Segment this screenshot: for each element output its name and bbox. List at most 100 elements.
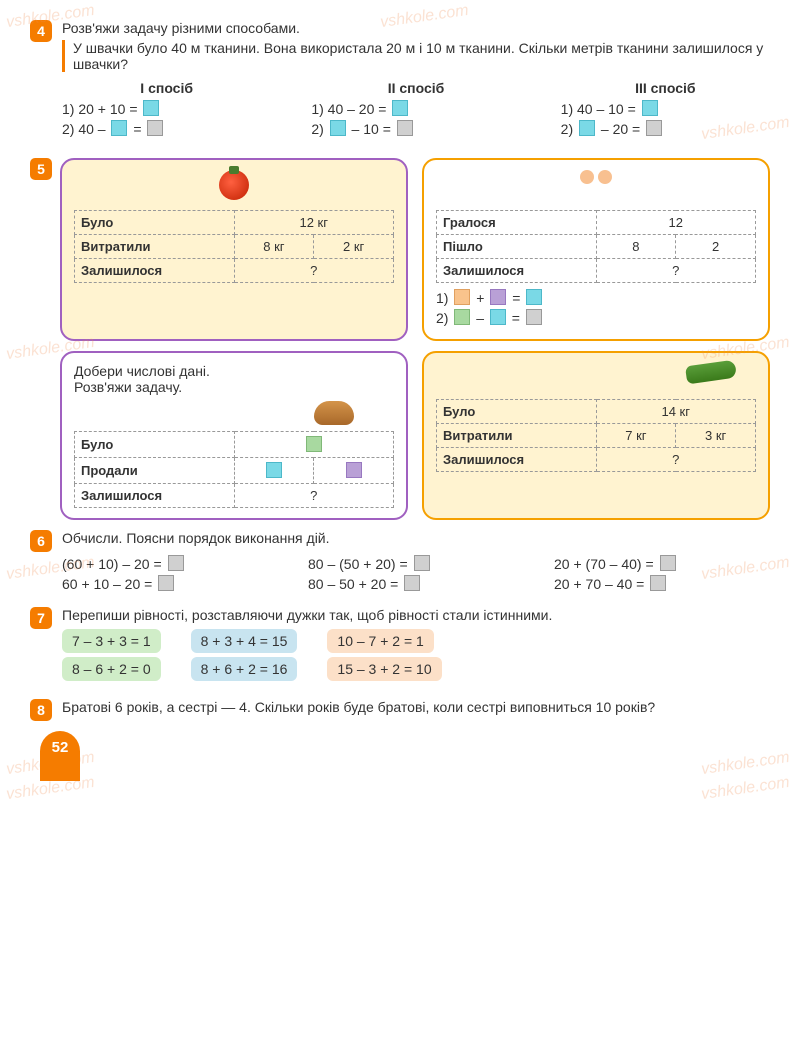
method-3: III спосіб 1) 40 – 10 = 2) – 20 = (561, 80, 770, 140)
answer-box (490, 289, 506, 305)
task-6: 6 Обчисли. Поясни порядок виконання дій.… (30, 530, 770, 595)
task6-title: Обчисли. Поясни порядок виконання дій. (62, 530, 770, 546)
cell: 2 кг (314, 235, 394, 259)
row-label: Витратили (437, 424, 597, 448)
eq-text: 1) (436, 290, 452, 306)
row-label: Гралося (437, 211, 597, 235)
cell (234, 458, 314, 484)
eq-text: 1) 40 – 10 = (561, 101, 640, 117)
method-label: I спосіб (62, 80, 271, 96)
eq-text: = (129, 121, 145, 137)
bread-icon (314, 401, 354, 425)
card-text: Розв'яжи задачу. (74, 379, 394, 395)
kids-icon (574, 170, 618, 204)
answer-box (306, 436, 322, 452)
answer-box (454, 309, 470, 325)
cell: ? (234, 484, 394, 508)
answer-box (266, 462, 282, 478)
cell: 8 кг (234, 235, 314, 259)
task4-title: Розв'яжи задачу різними способами. (62, 20, 770, 36)
card-cucumber: Було14 кг Витратили7 кг3 кг Залишилося? (422, 351, 770, 520)
eq-text: 1) 20 + 10 = (62, 101, 141, 117)
eq-text: – (472, 310, 488, 326)
row-label: Залишилося (75, 259, 235, 283)
pill: 15 – 3 + 2 = 10 (327, 657, 441, 681)
row-label: Було (75, 211, 235, 235)
eq-text: 20 + 70 – 40 = (554, 576, 648, 592)
row-label: Було (437, 400, 597, 424)
answer-box (397, 120, 413, 136)
task-8: 8 Братові 6 років, а сестрі — 4. Скільки… (30, 699, 770, 721)
cell: 12 кг (234, 211, 394, 235)
answer-box (660, 555, 676, 571)
task-7: 7 Перепиши рівності, розставляючи дужки … (30, 607, 770, 687)
answer-box (168, 555, 184, 571)
cell: ? (596, 259, 756, 283)
task-badge-6: 6 (30, 530, 52, 552)
task4-problem: У швачки було 40 м тканини. Вона викорис… (62, 40, 770, 72)
method-label: II спосіб (311, 80, 520, 96)
answer-box (392, 100, 408, 116)
cell: 8 (596, 235, 676, 259)
cell: 3 кг (676, 424, 756, 448)
pill: 8 + 6 + 2 = 16 (191, 657, 298, 681)
answer-box (579, 120, 595, 136)
method-1: I спосіб 1) 20 + 10 = 2) 40 – = (62, 80, 271, 140)
answer-box (158, 575, 174, 591)
answer-box (454, 289, 470, 305)
answer-box (143, 100, 159, 116)
watermark: vshkole.com (700, 774, 791, 804)
answer-box (147, 120, 163, 136)
row-label: Залишилося (437, 448, 597, 472)
cell: ? (234, 259, 394, 283)
eq-text: – 20 = (597, 121, 644, 137)
task-badge-5: 5 (30, 158, 52, 180)
row-label: Було (75, 432, 235, 458)
answer-box (526, 289, 542, 305)
tomato-icon (219, 170, 249, 200)
row-label: Продали (75, 458, 235, 484)
task-badge-7: 7 (30, 607, 52, 629)
cell: ? (596, 448, 756, 472)
eq-text: 20 + (70 – 40) = (554, 556, 658, 572)
row-label: Залишилося (437, 259, 597, 283)
answer-box (111, 120, 127, 136)
answer-box (642, 100, 658, 116)
card-tomato: Було12 кг Витратили8 кг2 кг Залишилося? (60, 158, 408, 341)
task-badge-4: 4 (30, 20, 52, 42)
row-label: Витратили (75, 235, 235, 259)
watermark: vshkole.com (700, 749, 791, 779)
method-label: III спосіб (561, 80, 770, 96)
cell: 12 (596, 211, 756, 235)
cucumber-icon (685, 360, 737, 385)
eq-text: 2) (561, 121, 577, 137)
cell (314, 458, 394, 484)
answer-box (404, 575, 420, 591)
card-kids: Гралося12 Пішло82 Залишилося? 1) + = 2) … (422, 158, 770, 341)
answer-box (490, 309, 506, 325)
answer-box (650, 575, 666, 591)
cell: 7 кг (596, 424, 676, 448)
answer-box (414, 555, 430, 571)
answer-box (526, 309, 542, 325)
cell: 2 (676, 235, 756, 259)
card-bread: Добери числові дані. Розв'яжи задачу. Бу… (60, 351, 408, 520)
pill: 8 – 6 + 2 = 0 (62, 657, 161, 681)
task8-text: Братові 6 років, а сестрі — 4. Скільки р… (62, 699, 770, 715)
eq-text: 2) (311, 121, 327, 137)
eq-text: 2) 40 – (62, 121, 109, 137)
task-badge-8: 8 (30, 699, 52, 721)
cell (234, 432, 394, 458)
eq-text: + (472, 290, 488, 306)
method-2: II спосіб 1) 40 – 20 = 2) – 10 = (311, 80, 520, 140)
eq-text: (60 + 10) – 20 = (62, 556, 166, 572)
eq-text: 80 – 50 + 20 = (308, 576, 402, 592)
card-text: Добери числові дані. (74, 363, 394, 379)
task7-title: Перепиши рівності, розставляючи дужки та… (62, 607, 770, 623)
eq-text: 80 – (50 + 20) = (308, 556, 412, 572)
eq-text: – 10 = (348, 121, 395, 137)
eq-text: = (508, 310, 524, 326)
eq-text: 2) (436, 310, 452, 326)
page-number: 52 (40, 731, 80, 781)
task-4: 4 Розв'яжи задачу різними способами. У ш… (30, 20, 770, 140)
